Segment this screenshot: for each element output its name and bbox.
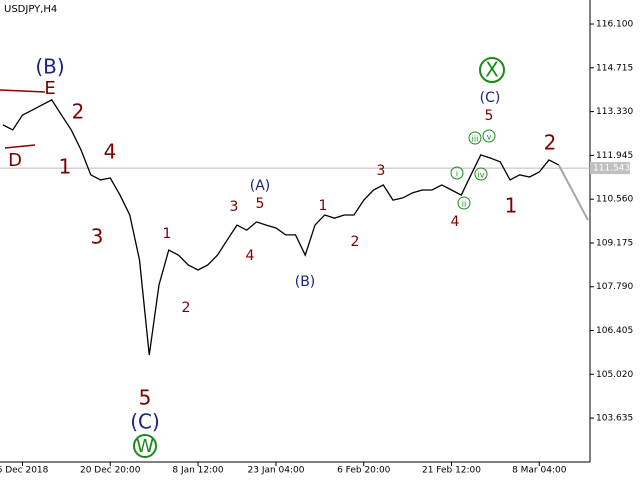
x-tick-label: 8 Jan 12:00 [172, 466, 224, 476]
wave-label: 3 [230, 199, 239, 215]
wave-circle [479, 57, 505, 83]
wave-label: i [456, 170, 458, 179]
wave-circle [450, 166, 464, 180]
wave-label: 1 [505, 194, 518, 218]
trend-line [4, 144, 36, 149]
wave-label: 1 [319, 198, 328, 214]
wave-label: v [487, 133, 492, 142]
y-tick-label: 111.945 [596, 151, 633, 161]
x-tick-label: 21 Feb 12:00 [422, 466, 481, 476]
wave-label: iv [478, 171, 485, 180]
wave-label: W [136, 436, 154, 457]
wave-label: X [485, 58, 499, 82]
wave-circle [133, 434, 157, 458]
wave-label: 4 [104, 140, 117, 164]
wave-label: 1 [163, 226, 172, 242]
x-tick-label: 23 Jan 04:00 [248, 466, 305, 476]
wave-label: (C) [130, 410, 160, 434]
wave-label: D [8, 150, 22, 171]
x-tick-label: 20 Dec 20:00 [80, 466, 141, 476]
wave-label: 2 [544, 131, 557, 155]
wave-label: 5 [256, 196, 265, 212]
wave-label: (C) [480, 90, 501, 106]
wave-label: 4 [451, 214, 460, 230]
wave-label: 5 [485, 108, 494, 124]
y-tick-label: 116.100 [596, 20, 633, 30]
wave-label: (B) [35, 55, 64, 79]
y-tick-label: 105.020 [596, 370, 633, 380]
wave-circle [457, 196, 471, 210]
wave-label: 5 [139, 386, 152, 410]
wave-label: E [44, 78, 55, 99]
trend-line [0, 89, 46, 93]
wave-label: 3 [377, 163, 386, 179]
wave-label: 2 [182, 300, 191, 316]
y-tick-label: 106.405 [596, 326, 633, 336]
wave-label: 2 [72, 100, 85, 124]
y-tick-label: 103.635 [596, 414, 633, 424]
y-tick-label: 110.560 [596, 195, 633, 205]
x-tick-label: 8 Mar 04:00 [512, 466, 567, 476]
y-tick-label: 114.715 [596, 63, 633, 73]
y-tick-label: 113.330 [596, 107, 633, 117]
wave-label: iii [472, 135, 479, 144]
price-line-series [2, 99, 560, 356]
wave-label: 3 [91, 225, 104, 249]
wave-label: 1 [59, 155, 72, 179]
wave-label: 2 [351, 234, 360, 250]
chart-title: USDJPY,H4 [4, 4, 57, 15]
y-tick-label: 109.175 [596, 238, 633, 248]
price-label-box [590, 162, 630, 175]
y-tick-label: 107.790 [596, 282, 633, 292]
price-line-series [557, 164, 589, 221]
wave-circle [474, 167, 488, 181]
wave-circle [468, 131, 482, 145]
x-tick-label: 6 Feb 20:00 [337, 466, 391, 476]
wave-label: 4 [246, 248, 255, 264]
price-label: 111.543 [593, 164, 630, 174]
wave-label: ii [462, 200, 466, 209]
wave-label: (B) [295, 274, 316, 290]
wave-circle [482, 129, 496, 143]
wave-label: (A) [250, 178, 271, 194]
x-tick-label: 6 Dec 2018 [0, 466, 49, 476]
